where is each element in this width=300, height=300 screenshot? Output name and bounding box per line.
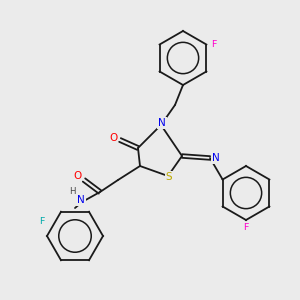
Text: N: N bbox=[77, 195, 85, 205]
Text: N: N bbox=[158, 118, 166, 128]
Text: N: N bbox=[212, 153, 220, 163]
Text: F: F bbox=[211, 40, 216, 49]
Text: O: O bbox=[109, 133, 117, 143]
Text: F: F bbox=[243, 223, 249, 232]
Text: F: F bbox=[39, 217, 44, 226]
Text: H: H bbox=[69, 187, 75, 196]
Text: S: S bbox=[166, 172, 172, 182]
Text: O: O bbox=[73, 171, 81, 181]
